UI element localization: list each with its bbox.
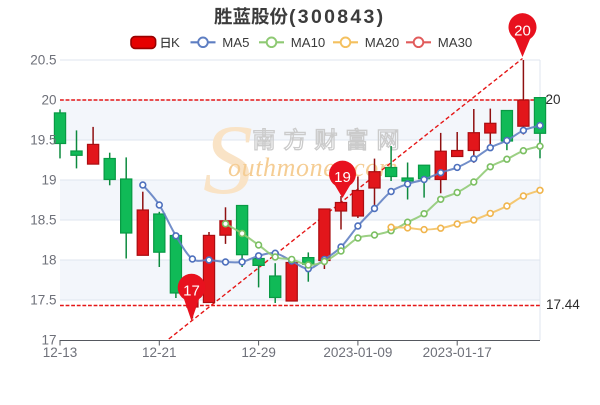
svg-text:MA20: MA20 (365, 35, 399, 50)
svg-text:12-21: 12-21 (142, 345, 177, 360)
svg-text:12-13: 12-13 (43, 345, 78, 360)
svg-text:20: 20 (41, 93, 56, 108)
svg-text:20: 20 (514, 22, 531, 39)
svg-text:17: 17 (183, 283, 200, 300)
svg-text:K: K (171, 35, 180, 50)
svg-text:2023-01-09: 2023-01-09 (323, 345, 392, 360)
svg-text:(300843): (300843) (289, 6, 385, 28)
svg-text:20: 20 (546, 92, 561, 107)
svg-text:MA30: MA30 (438, 35, 472, 50)
svg-text:2023-01-17: 2023-01-17 (423, 345, 492, 360)
svg-text:MA10: MA10 (291, 35, 325, 50)
svg-text:S: S (203, 104, 253, 215)
svg-text:MA5: MA5 (222, 35, 249, 50)
svg-text:17.44: 17.44 (546, 297, 580, 312)
svg-text:20.5: 20.5 (30, 53, 56, 68)
svg-text:18: 18 (41, 253, 56, 268)
svg-text:17.5: 17.5 (30, 293, 56, 308)
svg-text:17: 17 (41, 333, 56, 348)
svg-text:19: 19 (41, 173, 56, 188)
svg-text:12-29: 12-29 (241, 345, 276, 360)
svg-text:18.5: 18.5 (30, 213, 56, 228)
svg-text:19.5: 19.5 (30, 133, 56, 148)
svg-text:19: 19 (334, 169, 351, 186)
